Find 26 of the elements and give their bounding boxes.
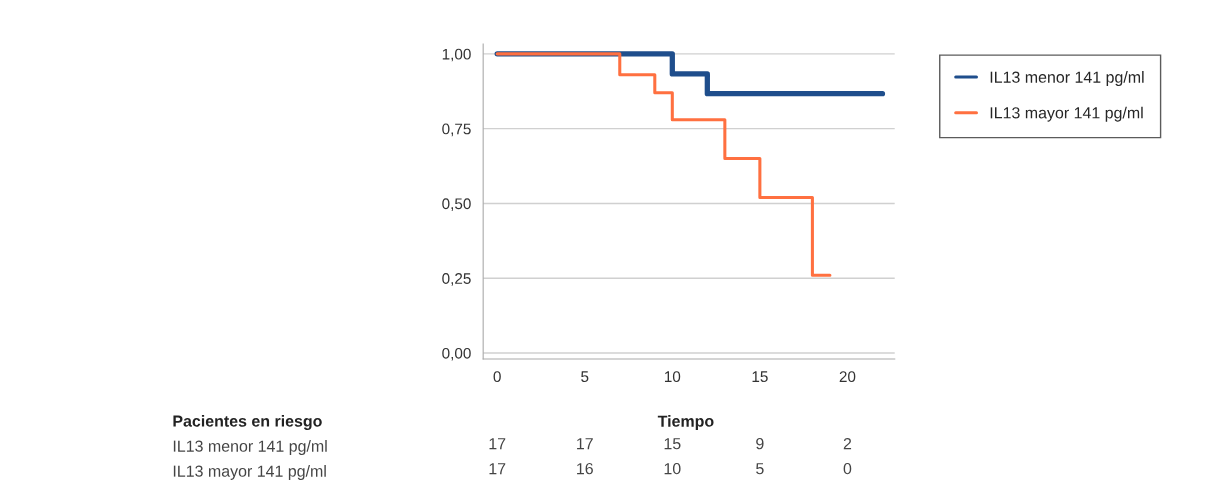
text: Tiempo [657,415,714,430]
y-tick-label: 0,25 [442,273,471,286]
text: 9 [756,437,764,450]
text: 0 [843,462,852,475]
legend-label: IL13 menor 141 pg/ml [990,71,1144,86]
text: 16 [577,462,593,475]
text: 15 [664,438,681,450]
y-tick-label: 0,50 [442,198,471,211]
text: IL13 mayor 141 pg/ml [173,465,326,480]
text: 17 [489,438,506,450]
x-tick-label: 5 [581,371,589,383]
x-tick-label: 10 [664,371,681,383]
y-tick-label: 0,75 [442,123,471,137]
x-tick-label: 20 [839,371,856,383]
legend-label: IL13 mayor 141 pg/ml [990,106,1143,122]
y-tick-label: 1,00 [442,48,471,62]
text: Pacientes en riesgo [173,415,322,430]
y-tick-label: 0,00 [442,347,471,361]
text: IL13 menor 141 pg/ml [173,440,327,455]
x-tick-label: 15 [752,371,768,383]
text: 10 [664,462,681,475]
x-tick-label: 0 [493,371,501,383]
text: 2 [843,437,852,450]
text: 17 [489,463,506,475]
text: 17 [577,438,593,450]
text: 5 [756,463,764,475]
